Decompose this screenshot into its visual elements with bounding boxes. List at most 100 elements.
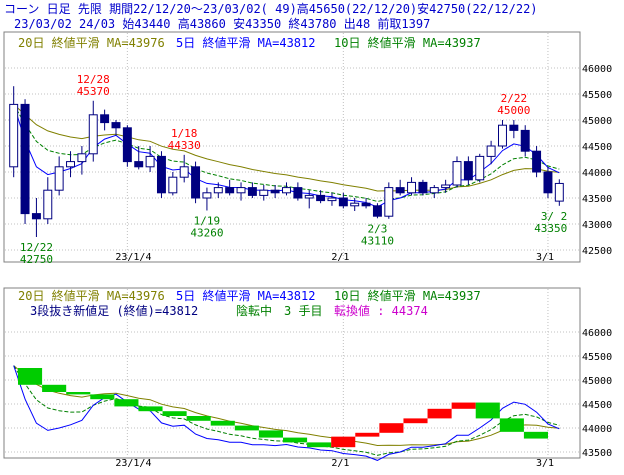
candle-bear [122, 127, 132, 163]
lower-y-tick-label: 44000 [582, 424, 612, 435]
annotation-low-price: 43260 [190, 226, 223, 239]
lower-y-tick-label: 45000 [582, 376, 612, 387]
brick-down [307, 442, 332, 448]
brick-down [523, 431, 548, 439]
candle-bull [43, 189, 53, 220]
upper-y-tick-label: 43000 [582, 220, 612, 231]
upper-y-tick-label: 43500 [582, 194, 612, 205]
candle-bear [111, 122, 121, 129]
candle-bull [486, 145, 496, 157]
annotation-high-price: 45000 [497, 104, 530, 117]
candle-bear [395, 187, 405, 194]
upper-y-tick-label: 45000 [582, 116, 612, 127]
chart-header-line1: コーン 日足 先限 期間22/12/20～23/03/02( 49)高45650… [4, 1, 538, 16]
line-break-info-label: 3段抜き新値足 (終値)=43812 [30, 303, 198, 318]
candle-bull [259, 189, 269, 196]
line-break-reversal: 転換値 : 44374 [334, 303, 428, 318]
candle-bull [498, 124, 507, 147]
line-break-bricks [18, 368, 548, 448]
upper-y-tick-label: 45500 [582, 90, 612, 101]
brick-down [66, 392, 91, 395]
candle-bear [293, 187, 303, 199]
candle-bull [384, 187, 394, 217]
lower-y-tick-label: 43500 [582, 448, 612, 459]
annotation-low-price: 43350 [534, 222, 567, 235]
annotation-low-date: 3/ 2 [541, 210, 568, 223]
candle-bull [554, 182, 564, 202]
annotation-low-price: 43110 [361, 234, 394, 247]
candle-bear [100, 114, 110, 124]
candle-bear [543, 171, 553, 194]
candle-bear [361, 202, 371, 207]
candle-bear [372, 205, 382, 217]
upper-x-tick-label: 3/1 [536, 252, 554, 263]
candle-bull [282, 187, 291, 194]
upper-x-tick-label: 23/1/4 [115, 252, 151, 263]
brick-up [355, 432, 380, 437]
annotation-high-date: 12/28 [77, 73, 110, 86]
candle-bear [338, 197, 348, 207]
candle-bull [66, 161, 75, 168]
candle-bull [475, 155, 485, 181]
brick-down [283, 437, 308, 443]
lower-y-tick-label: 45500 [582, 352, 612, 363]
lower-grid [5, 289, 580, 458]
candle-bull [327, 197, 337, 202]
upper-ma20-line [13, 104, 560, 192]
upper-y-tick-label: 44500 [582, 142, 612, 153]
candle-bull [441, 184, 451, 189]
legend-ma20-upper: 20日 終値平滑 MA=43976 [18, 35, 165, 50]
candle-bear [156, 155, 166, 194]
candle-bull [168, 176, 178, 194]
legend-ma20-lower: 20日 終値平滑 MA=43976 [18, 288, 165, 303]
brick-down [42, 384, 67, 392]
lower-y-axis: 43500 44000 44500 45000 45500 46000 [582, 328, 612, 459]
candle-bull [407, 181, 417, 194]
legend-ma10-upper: 10日 終値平滑 MA=43937 [334, 35, 481, 50]
lower-x-tick-label: 2/1 [331, 458, 349, 469]
candle-bull [350, 202, 360, 207]
line-break-count: 3 手目 [284, 304, 322, 318]
brick-up [403, 418, 428, 424]
candle-bull [202, 192, 212, 199]
upper-y-tick-label: 42500 [582, 246, 612, 257]
candle-bear [247, 187, 257, 196]
candle-bear [463, 161, 473, 181]
legend-ma10-lower: 10日 終値平滑 MA=43937 [334, 288, 481, 303]
candle-bear [520, 129, 530, 152]
candle-bull [77, 153, 87, 163]
lower-y-tick-label: 46000 [582, 328, 612, 339]
annotation-low-price: 42750 [20, 253, 53, 266]
candle-bear [134, 161, 144, 168]
brick-down [234, 425, 259, 431]
lower-ma10-line [13, 365, 560, 456]
lower-panel-frame [3, 287, 581, 459]
candle-bull [213, 187, 223, 194]
legend-ma5-upper: 5日 終値平滑 MA=43812 [176, 35, 315, 50]
candle-bull [236, 187, 246, 194]
candle-bear [316, 194, 326, 202]
chart-header-line2: 23/03/02 24/03 始43440 高43860 安43350 終437… [14, 16, 430, 31]
brick-down [475, 402, 500, 419]
upper-x-axis: 23/1/4 2/1 3/1 [115, 252, 554, 263]
brick-up [331, 436, 356, 448]
brick-down [162, 411, 187, 416]
candle-bear [191, 166, 201, 199]
candle-bull [429, 187, 439, 194]
candle-bear [225, 187, 235, 194]
lower-x-tick-label: 3/1 [536, 458, 554, 469]
brick-down [210, 420, 235, 426]
brick-down [114, 399, 139, 407]
lower-y-tick-label: 44500 [582, 400, 612, 411]
brick-down [90, 394, 115, 400]
candle-bear [418, 181, 428, 194]
brick-down [186, 416, 211, 421]
candle-bull [145, 155, 155, 168]
candle-bull [88, 114, 98, 155]
candle-bull [9, 103, 19, 168]
upper-y-tick-label: 46000 [582, 64, 612, 75]
upper-y-axis: 42500 43000 43500 44000 44500 45000 45500 46000 [582, 64, 612, 257]
annotation-low-date: 1/19 [194, 214, 221, 227]
